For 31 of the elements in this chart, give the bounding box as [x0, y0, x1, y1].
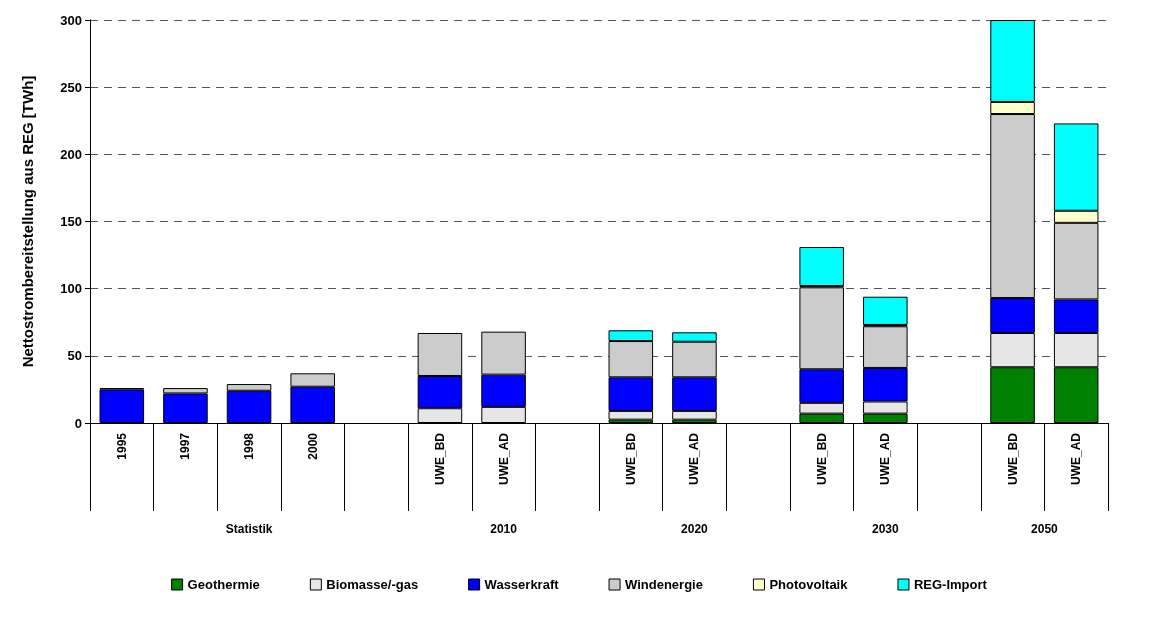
x-tick-label: 2000: [305, 432, 320, 460]
y-tick-label: 50: [67, 348, 82, 364]
y-tick-label: 150: [60, 214, 82, 229]
x-tick-label: UWE_BD: [1005, 432, 1020, 486]
x-tick-label: UWE_BD: [623, 432, 638, 486]
legend-label: Photovoltaik: [769, 577, 849, 592]
y-tick-label: 300: [60, 12, 82, 28]
x-tick-label: UWE_AD: [687, 432, 702, 486]
text: 2030: [871, 522, 899, 536]
y-tick-label: 0: [74, 415, 82, 431]
x-tick-label: UWE_AD: [878, 432, 893, 486]
text: 2010: [490, 522, 518, 536]
y-tick-label: 100: [60, 281, 82, 297]
legend-label: Geothermie: [187, 577, 260, 592]
x-tick-label: UWE_BD: [432, 432, 447, 486]
legend-label: Biomasse/-gas: [326, 577, 419, 592]
y-tick-label: 250: [60, 79, 82, 95]
legend-label: REG-Import: [913, 577, 988, 592]
x-tick-label: 1998: [242, 432, 257, 460]
legend-label: Windenergie: [625, 577, 703, 592]
y-tick-label: 200: [60, 146, 82, 162]
x-tick-label: UWE_AD: [1069, 432, 1084, 486]
x-tick-label: 1997: [178, 432, 193, 460]
text: 2050: [1031, 522, 1059, 536]
y-axis-title: Nettostrombereitstellung aus REG [TWh]: [19, 75, 36, 368]
text: Statistik: [225, 522, 273, 536]
legend-label: Wasserkraft: [484, 577, 560, 592]
x-tick-label: 1995: [114, 432, 129, 460]
x-tick-label: UWE_BD: [814, 432, 829, 486]
text: 2020: [681, 522, 709, 536]
x-tick-label: UWE_AD: [496, 432, 511, 486]
